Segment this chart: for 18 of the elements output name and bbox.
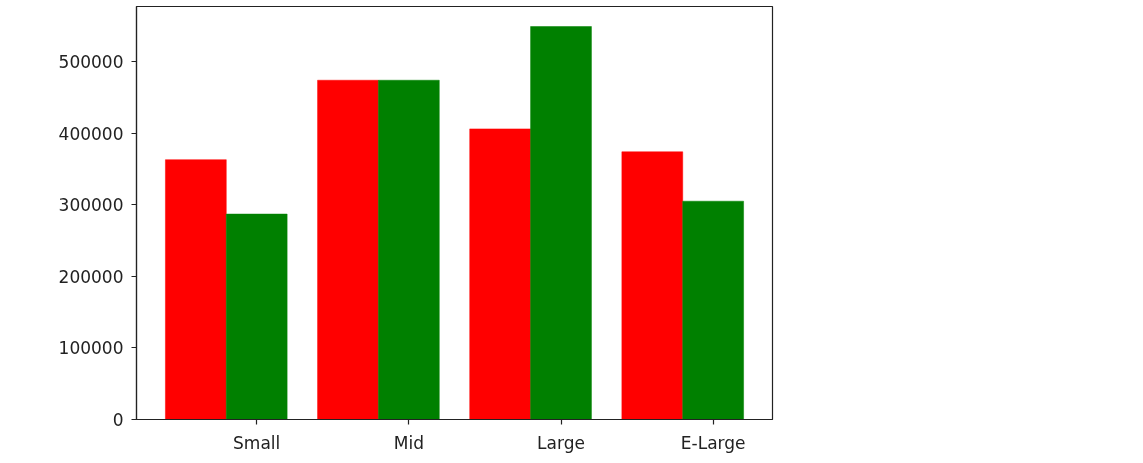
- x-tick-label: Mid: [393, 432, 424, 453]
- bar: [530, 26, 592, 420]
- bar: [226, 213, 288, 420]
- y-tick-label: 0: [112, 410, 124, 430]
- x-tick-label: Small: [233, 432, 281, 453]
- y-tick-label: 200000: [58, 266, 124, 287]
- bar: [378, 79, 440, 420]
- bar: [469, 128, 531, 420]
- bar: [621, 151, 683, 420]
- bar: [165, 159, 227, 420]
- bar: [317, 79, 379, 420]
- y-tick-label: 100000: [58, 338, 124, 359]
- y-tick-label: 300000: [58, 195, 124, 216]
- bar: [682, 200, 744, 420]
- x-tick-label: E-Large: [680, 432, 746, 453]
- y-tick-label: 500000: [58, 52, 124, 73]
- y-tick-label: 400000: [58, 123, 124, 144]
- x-tick-label: Large: [537, 432, 585, 453]
